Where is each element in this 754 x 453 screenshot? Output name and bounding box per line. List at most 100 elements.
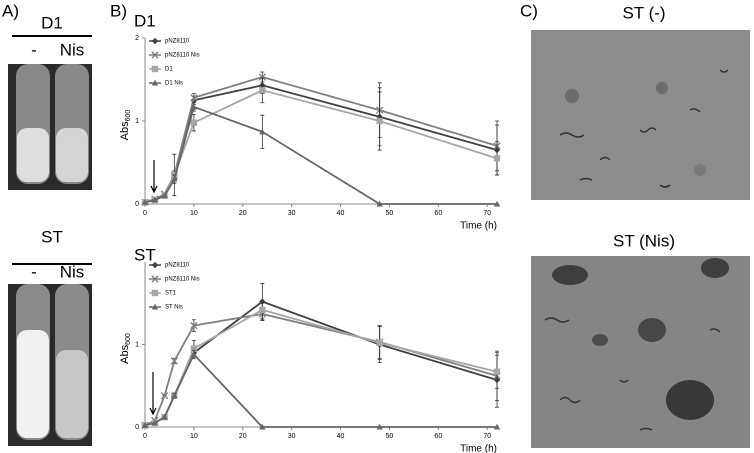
series-line bbox=[144, 84, 498, 204]
legend-label: pNZ8110 Nis bbox=[165, 277, 200, 283]
x-tick-label: 10 bbox=[190, 433, 198, 440]
micrograph bbox=[531, 256, 750, 448]
x-tick-label: 30 bbox=[288, 210, 296, 217]
photo-label: - bbox=[31, 262, 37, 281]
marker bbox=[259, 306, 266, 314]
marker bbox=[493, 155, 501, 162]
x-tick-label: 0 bbox=[143, 433, 147, 440]
x-tick-label: 40 bbox=[337, 433, 345, 440]
y-axis-label-sub: 600 bbox=[125, 333, 132, 345]
image-title: ST (Nis) bbox=[613, 231, 675, 250]
series-line bbox=[144, 76, 498, 204]
marker bbox=[259, 423, 266, 430]
y-axis-label-main: Abs bbox=[119, 344, 131, 363]
y-axis-label: Abs600 bbox=[119, 110, 132, 141]
marker bbox=[376, 423, 383, 430]
marker bbox=[151, 196, 158, 203]
photo-title: ST bbox=[41, 227, 63, 246]
legend-label: pNZ8110 bbox=[165, 263, 190, 269]
series-line bbox=[144, 352, 497, 428]
legend-marker bbox=[151, 79, 159, 86]
y-axis-label: Abs600 bbox=[119, 333, 132, 364]
legend-marker bbox=[151, 37, 159, 45]
marker bbox=[376, 339, 383, 347]
legend-marker bbox=[151, 289, 159, 297]
x-tick-label: 40 bbox=[337, 210, 345, 217]
series-line bbox=[144, 89, 498, 204]
x-tick-label: 70 bbox=[483, 210, 491, 217]
marker bbox=[190, 321, 198, 330]
marker bbox=[493, 368, 501, 375]
y-tick-label: 1 bbox=[135, 341, 139, 348]
tube-photo bbox=[8, 284, 92, 446]
marker bbox=[190, 119, 198, 126]
x-axis-label: Time (h) bbox=[460, 444, 497, 453]
marker bbox=[190, 94, 198, 102]
x-tick-label: 0 bbox=[143, 210, 147, 217]
image-title: ST (-) bbox=[622, 3, 665, 22]
marker bbox=[376, 117, 383, 125]
marker bbox=[258, 73, 267, 81]
marker bbox=[171, 392, 178, 399]
marker bbox=[376, 200, 383, 207]
marker bbox=[190, 351, 198, 357]
marker bbox=[161, 192, 168, 199]
photo-label: Nis bbox=[60, 40, 85, 59]
legend-marker bbox=[151, 261, 159, 269]
marker bbox=[171, 175, 178, 182]
x-tick-label: 60 bbox=[434, 433, 442, 440]
marker bbox=[259, 87, 266, 94]
x-tick-label: 50 bbox=[386, 210, 394, 217]
tube-photo bbox=[8, 64, 92, 190]
panel-label: C) bbox=[520, 1, 538, 20]
legend-marker bbox=[151, 51, 159, 59]
legend-label: D1 Nis bbox=[165, 81, 183, 87]
x-axis-label: Time (h) bbox=[460, 221, 497, 232]
legend-label: D1 bbox=[165, 67, 173, 73]
y-tick-label: 2 bbox=[135, 35, 139, 42]
marker bbox=[493, 423, 501, 430]
x-tick-label: 20 bbox=[239, 433, 247, 440]
chart-title: ST bbox=[134, 245, 156, 264]
legend-label: ST1 bbox=[165, 291, 177, 297]
marker bbox=[160, 391, 169, 400]
photo-title: D1 bbox=[41, 13, 63, 32]
series-line bbox=[144, 308, 498, 427]
x-tick-label: 70 bbox=[483, 433, 491, 440]
marker bbox=[259, 128, 266, 135]
panel-label: A) bbox=[2, 1, 19, 20]
marker bbox=[170, 357, 179, 365]
marker bbox=[141, 199, 149, 205]
marker bbox=[151, 419, 158, 426]
legend-label: pNZ8110 bbox=[165, 39, 190, 45]
y-tick-label: 0 bbox=[135, 201, 139, 208]
legend-label: ST Nis bbox=[165, 305, 183, 311]
legend-marker bbox=[151, 65, 159, 73]
series-line bbox=[144, 313, 498, 427]
marker bbox=[190, 103, 198, 110]
legend-marker bbox=[151, 275, 159, 283]
photo-label: - bbox=[31, 40, 37, 59]
series-line bbox=[144, 105, 497, 205]
marker bbox=[190, 345, 198, 352]
micrograph bbox=[531, 30, 750, 200]
panel-label: B) bbox=[110, 1, 127, 20]
arrow bbox=[150, 160, 158, 194]
y-axis-label-main: Abs bbox=[119, 121, 131, 140]
series-line bbox=[144, 300, 498, 427]
x-tick-label: 20 bbox=[239, 210, 247, 217]
marker bbox=[493, 200, 501, 207]
chart-title: D1 bbox=[134, 11, 156, 30]
y-tick-label: 1 bbox=[135, 118, 139, 125]
x-tick-label: 10 bbox=[190, 210, 198, 217]
legend-label: pNZ8110 Nis bbox=[165, 53, 200, 59]
photo-label: Nis bbox=[60, 262, 85, 281]
x-tick-label: 30 bbox=[288, 433, 296, 440]
marker bbox=[141, 422, 149, 428]
marker bbox=[161, 413, 168, 420]
x-tick-label: 50 bbox=[386, 433, 394, 440]
legend-marker bbox=[151, 303, 159, 310]
arrow bbox=[149, 372, 157, 416]
y-axis-label-sub: 600 bbox=[125, 110, 132, 122]
